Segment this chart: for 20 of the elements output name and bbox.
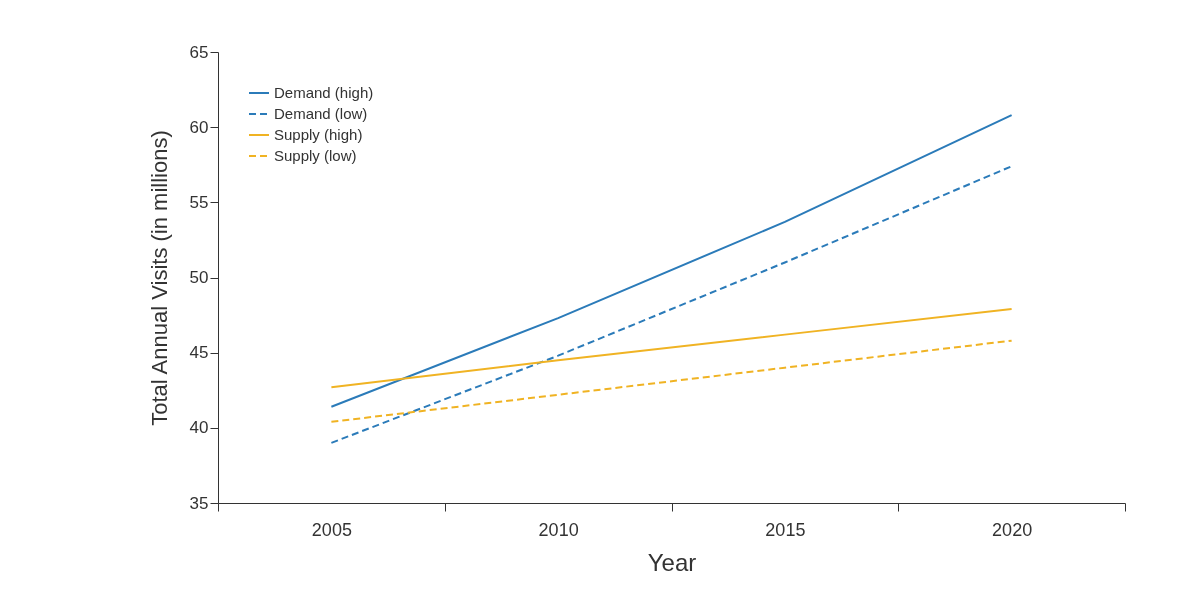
y-tick-label: 40 [189, 418, 209, 438]
legend-label: Demand (low) [274, 105, 368, 122]
x-tick-label: 2015 [765, 519, 806, 540]
line-series [330, 308, 1013, 389]
y-axis-title: Total Annual Visits (in millions) [146, 130, 172, 426]
x-tick-label: 2005 [311, 519, 352, 540]
x-tick-label: 2020 [992, 519, 1033, 540]
y-tick-label: 45 [189, 343, 209, 363]
x-axis-title: Year [647, 548, 697, 576]
y-tick-label: 50 [189, 268, 209, 287]
y-tick-label: 35 [189, 493, 209, 513]
x-tick-label: 2010 [538, 519, 579, 540]
y-tick-label: 65 [189, 42, 209, 62]
legend-label: Supply (high) [274, 126, 363, 143]
y-tick-label: 60 [189, 117, 209, 137]
y-tick-label: 55 [189, 192, 209, 212]
legend-label: Supply (low) [274, 147, 357, 164]
line-series [330, 339, 1013, 423]
line-series [330, 165, 1013, 444]
legend-label: Demand (high) [274, 84, 374, 101]
